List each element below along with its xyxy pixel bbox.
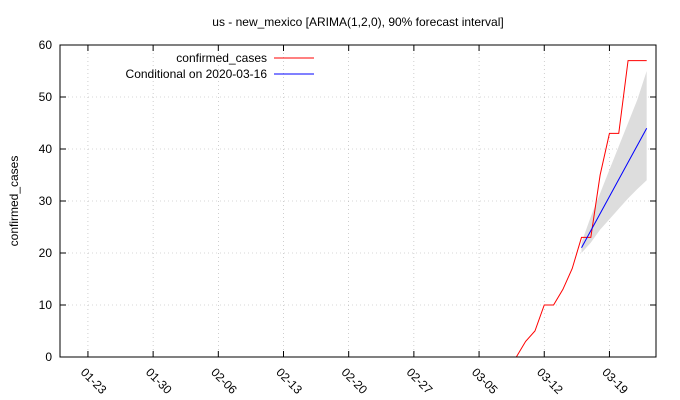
legend: confirmed_cases Conditional on 2020-03-16: [126, 51, 314, 81]
y-tick-label: 20: [39, 246, 53, 260]
x-tick-label: 02-27: [404, 365, 436, 397]
chart-title: us - new_mexico [ARIMA(1,2,0), 90% forec…: [212, 15, 503, 29]
forecast-interval-band: [581, 71, 647, 253]
x-tick-label: 02-06: [208, 365, 240, 397]
x-tick-label: 01-30: [143, 365, 175, 397]
axis-ticks: 0 10 20 30 40 50 60 01-23 01-30 02-06 02-13 02-20 02…: [39, 38, 656, 397]
y-tick-label: 40: [39, 142, 53, 156]
y-tick-label: 60: [39, 38, 53, 52]
plot-frame: [59, 44, 657, 358]
x-tick-label: 03-19: [599, 365, 631, 397]
confirmed-cases-line: [78, 60, 647, 358]
x-tick-label: 02-20: [339, 365, 371, 397]
x-tick-label: 03-05: [469, 365, 501, 397]
y-tick-label: 0: [45, 350, 52, 364]
y-axis-label: confirmed_cases: [7, 156, 21, 247]
y-tick-label: 30: [39, 194, 53, 208]
series-layer: [78, 60, 648, 358]
legend-label: confirmed_cases: [176, 51, 267, 65]
y-tick-label: 50: [39, 90, 53, 104]
x-tick-label: 01-23: [78, 365, 110, 397]
legend-label: Conditional on 2020-03-16: [126, 67, 268, 81]
grid-lines: [60, 45, 656, 357]
x-tick-label: 02-13: [273, 365, 305, 397]
x-tick-label: 03-12: [534, 365, 566, 397]
forecast-line: [581, 127, 648, 249]
y-tick-label: 10: [39, 298, 53, 312]
forecast-band-layer: [581, 71, 647, 253]
